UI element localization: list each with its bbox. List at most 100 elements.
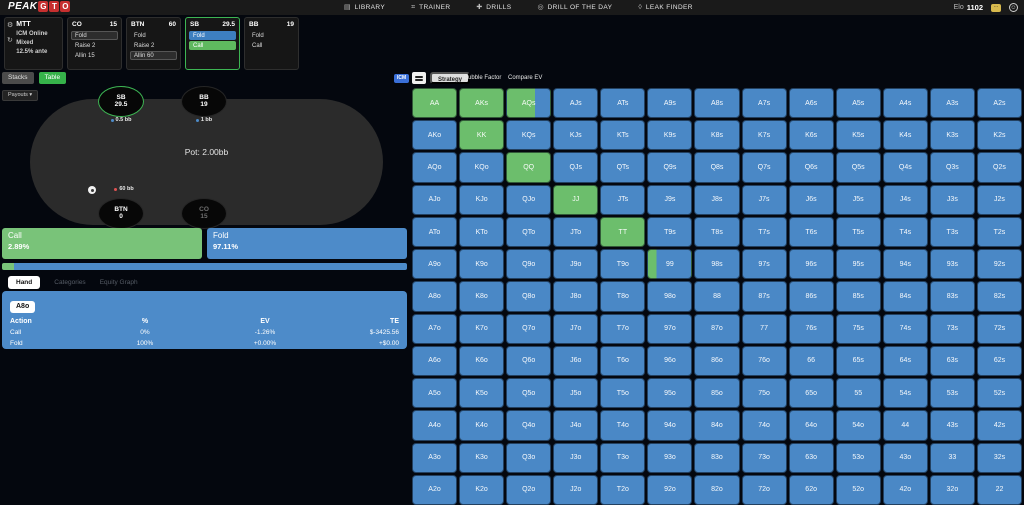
strategy-view-button[interactable]: Strategy — [430, 72, 471, 84]
hand-cell-kjo[interactable]: KJo — [459, 184, 505, 215]
hand-cell-74s[interactable]: 74s — [882, 313, 928, 344]
hand-cell-t2o[interactable]: T2o — [600, 474, 646, 505]
hand-cell-t5s[interactable]: T5s — [835, 216, 881, 248]
hand-cell-85o[interactable]: 85o — [694, 378, 740, 409]
hand-cell-43o[interactable]: 43o — [882, 442, 928, 473]
hand-cell-a4s[interactable]: A4s — [882, 88, 928, 119]
hand-cell-jj[interactable]: JJ — [553, 184, 599, 215]
hand-cell-j2s[interactable]: J2s — [976, 184, 1022, 215]
nav-item-leak-finder[interactable]: ◊ LEAK FINDER — [638, 4, 693, 11]
hand-cell-k7o[interactable]: K7o — [459, 313, 505, 344]
hand-cell-q5o[interactable]: Q5o — [506, 378, 552, 409]
hand-cell-52s[interactable]: 52s — [976, 378, 1022, 409]
hand-cell-63s[interactable]: 63s — [929, 345, 975, 377]
hand-cell-86o[interactable]: 86o — [694, 345, 740, 377]
action-allin-15[interactable]: Allin 15 — [75, 53, 95, 59]
hand-cell-64o[interactable]: 64o — [788, 410, 834, 441]
hand-cell-a5s[interactable]: A5s — [835, 88, 881, 119]
hand-cell-q9s[interactable]: Q9s — [647, 152, 693, 183]
hand-cell-t2s[interactable]: T2s — [976, 216, 1022, 248]
hand-cell-65o[interactable]: 65o — [788, 378, 834, 409]
hand-cell-q6s[interactable]: Q6s — [788, 152, 834, 183]
fold-action-bar[interactable]: Fold 97.11% — [207, 228, 407, 259]
hand-cell-k5s[interactable]: K5s — [835, 120, 881, 151]
hand-cell-93s[interactable]: 93s — [929, 249, 975, 280]
hand-cell-87o[interactable]: 87o — [694, 313, 740, 344]
action-fold[interactable]: Fold — [252, 33, 264, 39]
hand-cell-tt[interactable]: TT — [600, 216, 646, 248]
hand-cell-32o[interactable]: 32o — [929, 474, 975, 505]
call-action-bar[interactable]: Call 2.89% — [2, 228, 202, 259]
hand-cell-j3s[interactable]: J3s — [929, 184, 975, 215]
hand-cell-t3s[interactable]: T3s — [929, 216, 975, 248]
action-call[interactable]: Call — [252, 43, 263, 49]
hand-cell-82o[interactable]: 82o — [694, 474, 740, 505]
hand-cell-kjs[interactable]: KJs — [553, 120, 599, 151]
hand-cell-ako[interactable]: AKo — [412, 120, 458, 151]
hand-cell-a6s[interactable]: A6s — [788, 88, 834, 119]
hand-cell-96s[interactable]: 96s — [788, 249, 834, 280]
hand-cell-t9o[interactable]: T9o — [600, 249, 646, 280]
hand-cell-t6s[interactable]: T6s — [788, 216, 834, 248]
hand-cell-92o[interactable]: 92o — [647, 474, 693, 505]
hand-cell-j9s[interactable]: J9s — [647, 184, 693, 215]
hand-cell-k8o[interactable]: K8o — [459, 281, 505, 312]
hand-cell-ato[interactable]: ATo — [412, 216, 458, 248]
hand-cell-k6o[interactable]: K6o — [459, 345, 505, 377]
hand-cell-j4s[interactable]: J4s — [882, 184, 928, 215]
tab-stacks[interactable]: Stacks — [2, 72, 34, 84]
hand-cell-94o[interactable]: 94o — [647, 410, 693, 441]
nav-item-drill-of-the-day[interactable]: ◎ DRILL OF THE DAY — [537, 4, 612, 11]
hand-cell-k3o[interactable]: K3o — [459, 442, 505, 473]
hand-cell-q7o[interactable]: Q7o — [506, 313, 552, 344]
hand-cell-62o[interactable]: 62o — [788, 474, 834, 505]
hand-cell-54o[interactable]: 54o — [835, 410, 881, 441]
hand-cell-95o[interactable]: 95o — [647, 378, 693, 409]
hand-cell-aa[interactable]: AA — [412, 88, 458, 119]
hand-cell-kqs[interactable]: KQs — [506, 120, 552, 151]
user-profile-icon[interactable]: ☺ — [1009, 3, 1018, 12]
hand-cell-42s[interactable]: 42s — [976, 410, 1022, 441]
action-fold[interactable]: Fold — [134, 33, 146, 39]
hand-cell-t7o[interactable]: T7o — [600, 313, 646, 344]
hand-cell-qto[interactable]: QTo — [506, 216, 552, 248]
hand-cell-k4s[interactable]: K4s — [882, 120, 928, 151]
hand-cell-t8o[interactable]: T8o — [600, 281, 646, 312]
hand-cell-k7s[interactable]: K7s — [741, 120, 787, 151]
tab-hand[interactable]: Hand — [8, 276, 41, 289]
hand-cell-t9s[interactable]: T9s — [647, 216, 693, 248]
settings-gear-icon[interactable]: ⚙ — [7, 22, 14, 29]
hand-cell-q9o[interactable]: Q9o — [506, 249, 552, 280]
hand-cell-j9o[interactable]: J9o — [553, 249, 599, 280]
hand-cell-98s[interactable]: 98s — [694, 249, 740, 280]
hand-cell-44[interactable]: 44 — [882, 410, 928, 441]
hand-cell-43s[interactable]: 43s — [929, 410, 975, 441]
hand-cell-a2o[interactable]: A2o — [412, 474, 458, 505]
hand-cell-aqo[interactable]: AQo — [412, 152, 458, 183]
bubble-factor-link[interactable]: Bubble Factor — [464, 75, 502, 81]
action-call[interactable]: Call — [189, 41, 236, 50]
hand-cell-a7o[interactable]: A7o — [412, 313, 458, 344]
hand-cell-q3o[interactable]: Q3o — [506, 442, 552, 473]
hand-cell-j4o[interactable]: J4o — [553, 410, 599, 441]
hand-cell-j5o[interactable]: J5o — [553, 378, 599, 409]
hand-cell-qjs[interactable]: QJs — [553, 152, 599, 183]
hand-cell-97o[interactable]: 97o — [647, 313, 693, 344]
action-raise-2[interactable]: Raise 2 — [134, 43, 155, 49]
hand-cell-53s[interactable]: 53s — [929, 378, 975, 409]
hand-cell-k9o[interactable]: K9o — [459, 249, 505, 280]
hand-cell-j2o[interactable]: J2o — [553, 474, 599, 505]
hand-cell-a9s[interactable]: A9s — [647, 88, 693, 119]
action-allin-60[interactable]: Allin 60 — [130, 51, 177, 60]
hand-cell-52o[interactable]: 52o — [835, 474, 881, 505]
hand-cell-22[interactable]: 22 — [976, 474, 1022, 505]
hand-cell-54s[interactable]: 54s — [882, 378, 928, 409]
hand-cell-82s[interactable]: 82s — [976, 281, 1022, 312]
hand-cell-63o[interactable]: 63o — [788, 442, 834, 473]
hand-cell-q2s[interactable]: Q2s — [976, 152, 1022, 183]
hand-cell-t3o[interactable]: T3o — [600, 442, 646, 473]
hand-cell-j6o[interactable]: J6o — [553, 345, 599, 377]
hand-cell-76o[interactable]: 76o — [741, 345, 787, 377]
hand-cell-k2s[interactable]: K2s — [976, 120, 1022, 151]
hand-cell-q6o[interactable]: Q6o — [506, 345, 552, 377]
